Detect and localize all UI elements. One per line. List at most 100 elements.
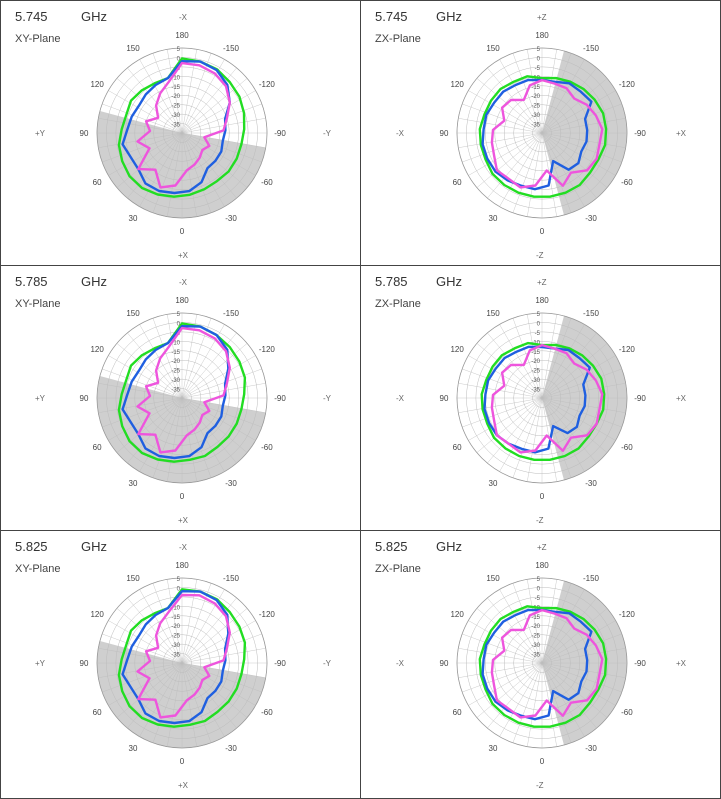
angle-tick-label: 150 [126, 574, 140, 583]
grid-spoke [116, 662, 183, 718]
radial-tick-label: -30 [531, 643, 540, 649]
axis-right-label: +X [676, 129, 687, 138]
grid-spoke [541, 343, 608, 399]
grid-spoke [139, 589, 183, 664]
chart-cell-0: 5.745 GHz XY-Plane -X +X +Y -Y 5 0 -5 -10 -1… [0, 0, 361, 266]
radial-tick-label: 0 [537, 321, 541, 327]
grid-spoke [458, 662, 543, 678]
axis-bottom-label: -Z [536, 516, 544, 525]
angle-tick-label: 0 [540, 757, 545, 766]
grid-spoke [181, 583, 212, 664]
grid-spoke [462, 103, 543, 134]
axis-left-label: +Y [35, 659, 46, 668]
angle-tick-label: -30 [585, 744, 597, 753]
grid-spoke [152, 397, 183, 478]
radial-tick-label: -30 [171, 378, 180, 384]
grid-spoke [541, 397, 608, 453]
radial-tick-label: -20 [531, 94, 540, 100]
grid-spoke [102, 662, 183, 693]
grid-spoke [181, 132, 225, 207]
axis-bottom-label: -Z [536, 781, 544, 790]
axis-top-label: +Z [537, 13, 547, 22]
grid-spoke [541, 53, 572, 134]
grid-spoke [541, 132, 597, 199]
angle-tick-label: -60 [621, 178, 633, 187]
angle-tick-label: 90 [440, 129, 449, 138]
grid-spoke [476, 397, 543, 453]
grid-spoke [181, 49, 197, 134]
radial-tick-label: -5 [535, 66, 541, 72]
grid-spoke [102, 103, 183, 134]
grid-spoke [468, 662, 543, 706]
radial-tick-label: -15 [171, 615, 180, 621]
grid-spoke [487, 132, 543, 199]
angle-tick-label: -150 [223, 44, 240, 53]
radial-tick-label: -25 [171, 634, 180, 640]
grid-spoke [541, 103, 622, 134]
angle-tick-label: 120 [90, 80, 104, 89]
unit-label: GHz [436, 9, 462, 24]
grid-spoke [541, 132, 616, 176]
angle-tick-label: -90 [634, 129, 646, 138]
radial-tick-label: -15 [531, 350, 540, 356]
radial-tick-label: -30 [531, 113, 540, 119]
grid-spoke [541, 662, 616, 706]
axis-bottom-label: +X [178, 781, 189, 790]
axis-left-label: +Y [35, 394, 46, 403]
angle-tick-label: -150 [223, 574, 240, 583]
grid-spoke [476, 608, 543, 664]
grid-spoke [102, 633, 183, 664]
grid-spoke [541, 662, 597, 729]
radial-tick-label: -35 [531, 653, 540, 659]
radial-tick-label: -20 [531, 624, 540, 630]
grid-spoke [181, 78, 248, 134]
grid-spoke [541, 597, 597, 664]
series-green-trace [478, 605, 608, 728]
grid-spoke [541, 314, 557, 399]
freq-label: 5.785 [375, 274, 408, 289]
grid-spoke [527, 579, 543, 664]
grid-spoke [541, 90, 616, 134]
grid-spoke [167, 579, 183, 664]
shaded-sector [96, 641, 266, 748]
grid-spoke [152, 318, 183, 399]
grid-spoke [462, 132, 543, 163]
grid-spoke [468, 620, 543, 664]
grid-spoke [127, 67, 183, 134]
plane-label: XY-Plane [15, 563, 61, 575]
grid-spoke [476, 78, 543, 134]
grid-spoke [98, 118, 183, 134]
axis-right-label: -Y [323, 394, 331, 403]
grid-spoke [102, 368, 183, 399]
grid-spoke [541, 662, 585, 737]
radial-tick-label: -15 [171, 85, 180, 91]
radial-tick-label: -30 [171, 643, 180, 649]
grid-spoke [458, 132, 543, 148]
radial-tick-label: -10 [171, 340, 180, 346]
axis-right-label: -Y [323, 659, 331, 668]
grid-spoke [527, 397, 543, 482]
angle-tick-label: -30 [585, 479, 597, 488]
radial-tick-label: -5 [535, 596, 541, 602]
angle-tick-label: 150 [126, 309, 140, 318]
grid-spoke [181, 662, 212, 743]
angle-tick-label: -150 [223, 309, 240, 318]
axis-left-label: -X [396, 394, 404, 403]
angle-tick-label: 0 [540, 492, 545, 501]
grid-spoke [541, 49, 557, 134]
grid-spoke [116, 132, 183, 188]
plane-label: ZX-Plane [375, 33, 421, 45]
radial-tick-label: -5 [535, 331, 541, 337]
grid-spoke [108, 620, 183, 664]
unit-label: GHz [81, 274, 107, 289]
freq-label: 5.825 [375, 539, 408, 554]
angle-tick-label: -120 [619, 610, 636, 619]
grid-spoke [116, 78, 183, 134]
grid-spoke [462, 633, 543, 664]
angle-tick-label: 60 [93, 708, 102, 717]
grid-spoke [139, 397, 183, 472]
grid-spoke [462, 368, 543, 399]
axis-right-label: -Y [323, 129, 331, 138]
series-magenta-trace [136, 326, 231, 454]
angle-tick-label: -150 [583, 574, 600, 583]
